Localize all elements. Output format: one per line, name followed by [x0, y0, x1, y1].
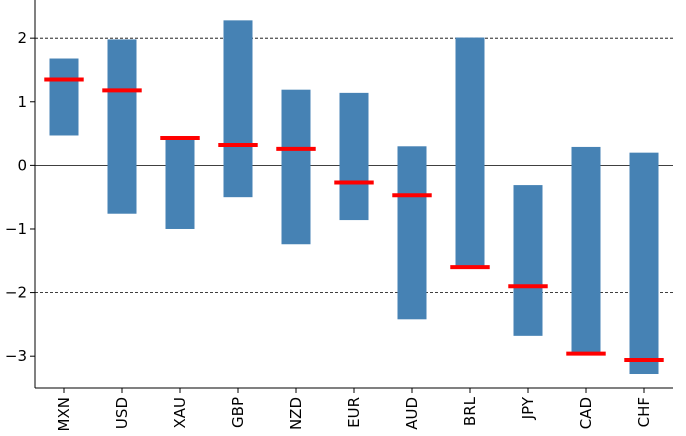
- y-tick-label: 0: [17, 156, 27, 174]
- bar-xau: [165, 138, 195, 229]
- bar-usd: [107, 39, 137, 214]
- x-tick-label: CHF: [635, 397, 653, 427]
- x-tick-label: BRL: [461, 396, 479, 426]
- x-tick-label: GBP: [229, 397, 247, 428]
- x-tick-label: XAU: [171, 397, 189, 429]
- y-tick-label: −3: [5, 347, 27, 365]
- x-axis: MXN USD XAU GBP NZD EUR AUD BRL JPY CAD CHF: [35, 387, 673, 431]
- bar-gbp: [223, 20, 253, 198]
- bar-brl: [455, 37, 485, 268]
- y-tick-label: 1: [17, 93, 27, 111]
- bar-cad: [571, 146, 601, 354]
- x-tick-label: USD: [113, 397, 131, 429]
- bar-eur: [339, 92, 369, 221]
- plot-area: [35, 20, 673, 375]
- y-tick-label: −1: [5, 220, 27, 238]
- bar-jpy: [513, 185, 543, 336]
- bar-mxn: [49, 58, 79, 136]
- bar-aud: [397, 146, 427, 320]
- x-tick-label: JPY: [519, 396, 537, 420]
- x-tick-label: NZD: [287, 397, 305, 430]
- x-tick-label: AUD: [403, 397, 421, 430]
- x-tick-label: MXN: [55, 397, 73, 431]
- x-tick-label: EUR: [345, 397, 363, 428]
- y-axis: 2 1 0 −1 −2 −3: [5, 0, 36, 388]
- y-tick-label: −2: [5, 284, 27, 302]
- bar-nzd: [281, 89, 311, 245]
- bar-chf: [629, 152, 659, 375]
- y-tick-label: 2: [17, 29, 27, 47]
- x-tick-label: CAD: [577, 397, 595, 429]
